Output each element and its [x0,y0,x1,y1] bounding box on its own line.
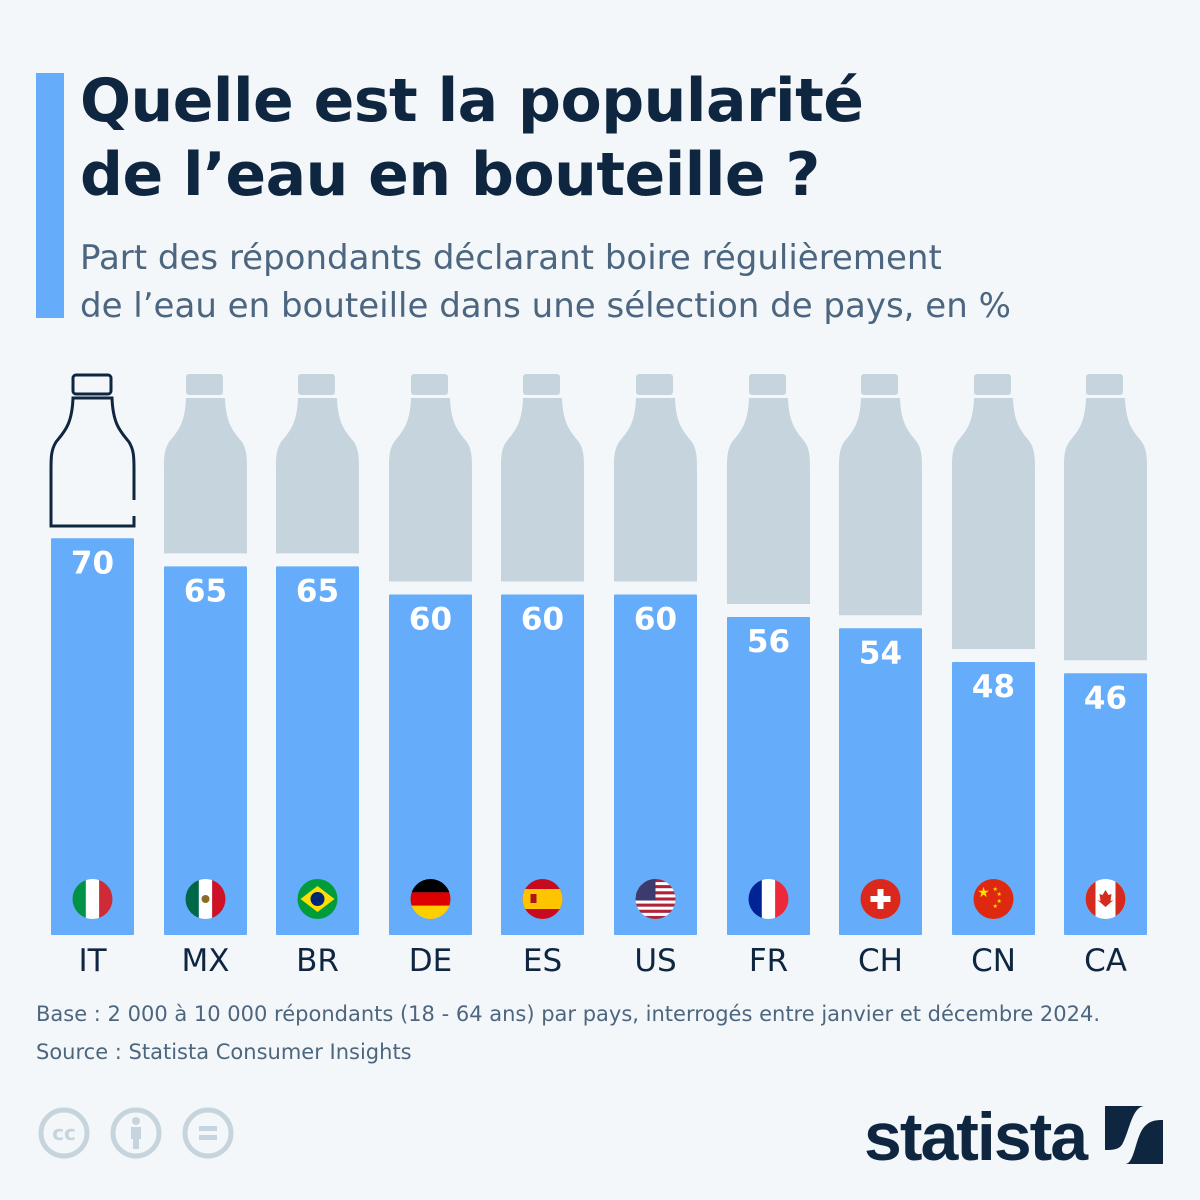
accent-bar [36,73,64,318]
footnote-source: Source : Statista Consumer Insights [36,1040,412,1064]
attribution-icon[interactable] [110,1107,162,1159]
flag-ch-icon [860,879,901,919]
bottle-cap-icon [749,374,786,395]
flag-it-icon [72,879,113,919]
category-label: CN [971,943,1016,979]
footnote-base: Base : 2 000 à 10 000 répondants (18 - 6… [36,1002,1101,1026]
bar-es [501,594,584,935]
flag-de-icon [410,879,451,919]
bar-group-fr: 56 FR [727,374,810,979]
category-label: ES [523,943,562,979]
bar-group-ca: 46 CA [1064,374,1147,979]
statista-logo[interactable]: statista [864,1098,1088,1176]
flag-es-icon [522,879,563,919]
category-label: IT [78,943,107,979]
category-label: BR [296,943,339,979]
category-label: CA [1084,943,1127,979]
flag-cn-icon: ★ ★★★★ [973,879,1014,919]
bar-group-ch: 54 CH [839,374,922,979]
bottle-cap-icon [1086,374,1123,395]
data-label: 60 [634,602,677,638]
svg-text:★: ★ [977,885,990,901]
bar-group-de: 60 DE [389,374,472,979]
data-label: 54 [859,635,902,671]
data-label: 65 [184,573,227,609]
category-label: CH [858,943,903,979]
flag-fr-icon [748,879,789,919]
data-label: 46 [1084,680,1127,716]
bottle-icon [164,398,247,554]
bottle-cap-icon [411,374,448,395]
bar-group-cn: 48★ ★★★★CN [952,374,1035,979]
category-label: DE [409,943,452,979]
bottle-cap-icon [523,374,560,395]
bar-ca [1064,673,1147,935]
svg-text:★: ★ [997,891,1002,898]
page-title: Quelle est la popularité de l’eau en bou… [80,64,1180,212]
flag-mx-icon [185,879,226,919]
svg-text:★: ★ [997,898,1002,905]
bottle-outline-icon [49,396,136,528]
cc-icon[interactable]: cc [38,1107,90,1159]
bar-mx [164,566,247,935]
bottle-icon [614,398,697,582]
bottle-cap-icon [974,374,1011,395]
subtitle: Part des répondants déclarant boire régu… [80,234,1180,330]
flag-ca-icon [1085,879,1126,919]
subtitle-line-2: de l’eau en bouteille dans une sélection… [80,286,1011,326]
bar-fr [727,617,810,935]
bar-cn [952,662,1035,935]
statista-logo-mark-icon [1105,1106,1163,1164]
svg-text:★: ★ [993,903,998,910]
data-label: 56 [747,624,790,660]
category-label: US [634,943,676,979]
logo-text: statista [864,1099,1088,1175]
bar-ch [839,628,922,935]
bar-br [276,566,359,935]
bar-it [51,538,134,935]
bottle-icon [389,398,472,582]
bottle-cap-icon [298,374,335,395]
bar-group-us: 60 US [614,374,697,979]
data-label: 65 [296,573,339,609]
bar-us [614,594,697,935]
data-label: 70 [71,545,114,581]
bottle-icon [727,398,810,604]
no-derivatives-icon[interactable] [182,1107,234,1159]
bottle-cap-icon [861,374,898,395]
data-label: 60 [521,602,564,638]
bottle-icon [1064,398,1147,661]
bottle-icon [501,398,584,582]
subtitle-line-1: Part des répondants déclarant boire régu… [80,238,942,278]
title-line-1: Quelle est la popularité [80,66,864,136]
bar-group-es: 60 ES [501,374,584,979]
data-label: 60 [409,602,452,638]
bottle-cap-icon [71,373,113,396]
bar-group-br: 65 BR [276,374,359,979]
category-label: FR [749,943,788,979]
svg-text:cc: cc [52,1121,76,1145]
bottle-icon [839,398,922,616]
bottle-cap-icon [186,374,223,395]
bar-de [389,594,472,935]
bar-group-mx: 65 MX [164,374,247,979]
bar-group-it: 70 IT [49,373,136,979]
svg-text:★: ★ [993,886,998,893]
flag-br-icon [297,879,338,919]
flag-us-icon [635,879,676,919]
data-label: 48 [972,669,1015,705]
bottle-icon [952,398,1035,649]
title-line-2: de l’eau en bouteille ? [80,140,820,210]
bottle-cap-icon [636,374,673,395]
category-label: MX [182,943,230,979]
bottle-icon [276,398,359,554]
